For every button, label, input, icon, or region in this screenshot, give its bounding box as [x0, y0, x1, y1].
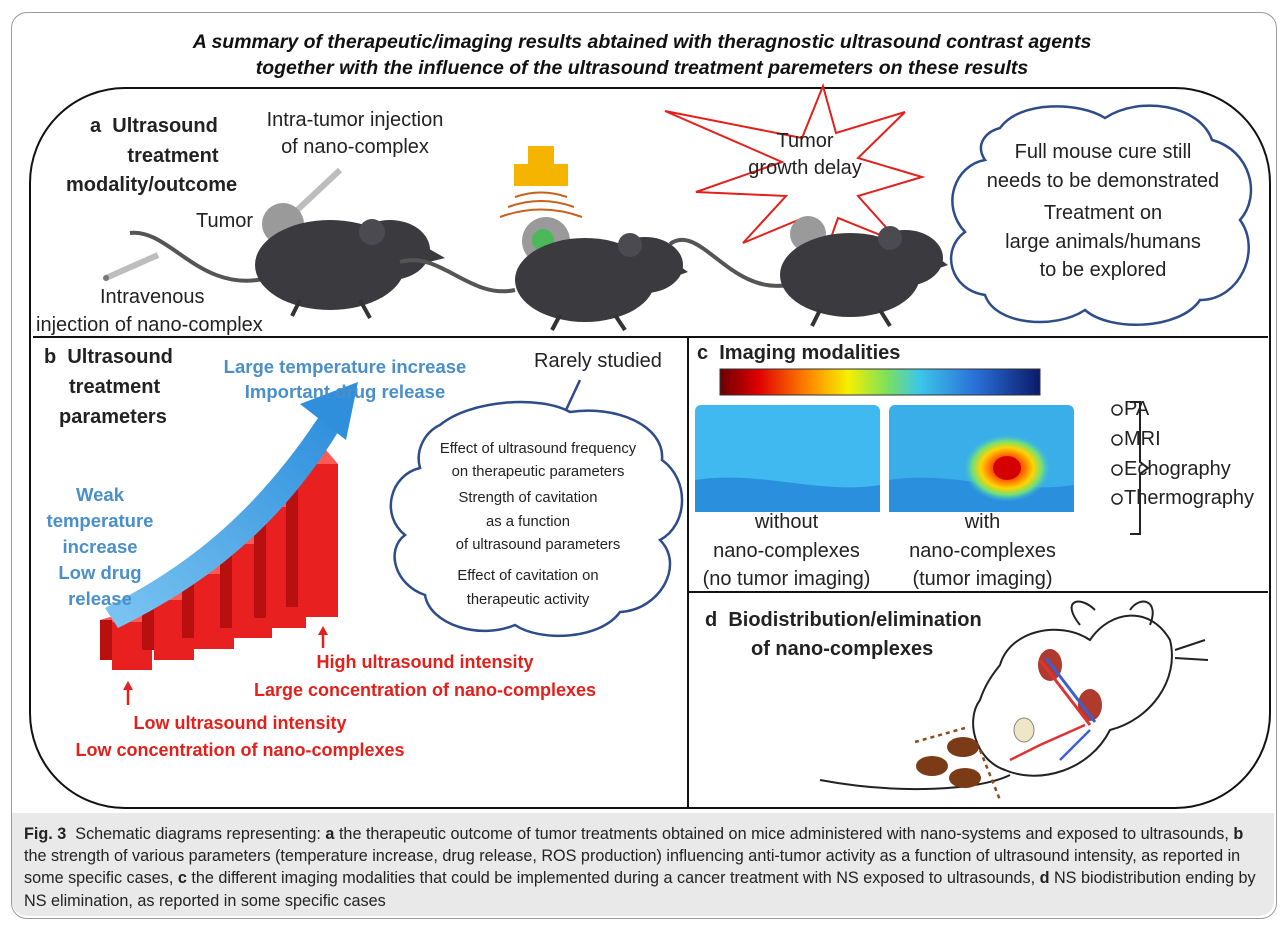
caption-intro: Schematic diagrams representing: — [75, 825, 321, 843]
weak-line5: release — [68, 588, 132, 609]
caption-a-text: the therapeutic outcome of tumor treatme… — [338, 825, 1229, 843]
panel-a-heading-line1: Ultrasound — [112, 115, 218, 137]
cloud-shape-a — [949, 104, 1253, 326]
caption-b-text: the strength of various parameters (temp… — [24, 847, 1241, 888]
caption-d-letter: d — [1039, 869, 1050, 888]
weak-line1: Weak — [76, 484, 124, 505]
caption-c-letter: c — [177, 869, 187, 888]
with-label-line2: nano-complexes — [909, 540, 1056, 562]
panel-a-heading-line3: modality/outcome — [66, 174, 238, 196]
panel-c-letter: c — [697, 342, 709, 364]
panel-d-letter: d — [705, 609, 718, 631]
cloud-a-line1: Full mouse cure still — [1014, 141, 1192, 163]
bullet-icon-3 — [1111, 464, 1123, 476]
intravenous-label-line2: injection of nano-complex — [36, 314, 263, 336]
caption-a-letter: a — [325, 825, 335, 843]
syringe-icon-intravenous — [103, 252, 160, 281]
large-increase-line1: Large temperature increase — [223, 356, 467, 377]
intratumor-label-line2: of nano-complex — [281, 136, 429, 158]
up-arrow-icon-low — [123, 681, 133, 705]
caption-d-text: NS biodistribution ending by NS eliminat… — [24, 869, 1256, 910]
weak-line3: increase — [62, 536, 138, 557]
up-arrow-icon-high — [318, 626, 328, 648]
modality-echography: Echography — [1124, 458, 1231, 480]
intravenous-label-line1: Intravenous — [100, 286, 205, 308]
bullet-icon-1 — [1111, 404, 1123, 416]
panel-b-heading-line2: treatment — [69, 376, 161, 398]
mouse-icon-3 — [668, 216, 948, 328]
feces-icon — [914, 726, 1002, 801]
starburst-label-line2: growth delay — [748, 157, 862, 179]
modality-thermography: Thermography — [1124, 487, 1255, 509]
color-scale-bar — [719, 368, 1041, 396]
panel-b-letter: b — [44, 346, 57, 368]
cloud-b-line6: Effect of cavitation on — [457, 568, 599, 584]
organs-icon — [1009, 649, 1102, 762]
rarely-studied-label: Rarely studied — [534, 350, 662, 372]
panel-b-heading: b Ultrasound — [44, 346, 173, 369]
modality-mri: MRI — [1124, 428, 1161, 450]
panel-a-letter: a — [90, 115, 102, 137]
panel-d-heading-line2: of nano-complexes — [751, 638, 934, 660]
cloud-a-line5: to be explored — [1039, 259, 1167, 281]
cloud-b-line3: Strength of cavitation — [458, 490, 598, 506]
cloud-b-line7: therapeutic activity — [466, 592, 590, 608]
mouse-outline-icon — [819, 600, 1209, 791]
bracket-shape — [1130, 401, 1150, 535]
mouse-icon-1 — [129, 203, 445, 319]
high-intensity-line2: Large concentration of nano-complexes — [253, 680, 597, 700]
cloud-shape-b — [389, 400, 684, 638]
cloud-pointer-b — [564, 379, 582, 411]
with-label-line1: with — [964, 511, 1001, 533]
cloud-b-line4: as a function — [486, 514, 570, 530]
bullet-icon-4 — [1111, 493, 1123, 505]
figure-caption: Fig. 3 Schematic diagrams representing: … — [24, 823, 1264, 912]
panel-b-heading-line3: parameters — [59, 406, 167, 428]
diagram-border — [29, 87, 1271, 809]
intratumor-label-line1: Intra-tumor injection — [266, 109, 444, 131]
transducer-icon — [499, 146, 583, 218]
low-intensity-line2: Low concentration of nano-complexes — [75, 740, 405, 760]
with-label-line3: (tumor imaging) — [912, 568, 1053, 590]
starburst-label-line1: Tumor — [776, 130, 834, 152]
high-intensity-line1: High ultrasound intensity — [316, 652, 534, 672]
thermal-image-with — [889, 405, 1074, 512]
caption-background — [12, 813, 1274, 916]
cloud-a-line2: needs to be demonstrated — [986, 170, 1220, 192]
low-intensity-line1: Low ultrasound intensity — [133, 713, 347, 733]
mouse-icon-2 — [399, 217, 688, 332]
large-increase-line2: Important drug release — [244, 381, 446, 402]
tumor-label: Tumor — [196, 210, 254, 232]
figure-title-line1: A summary of therapeutic/imaging results… — [192, 31, 1092, 53]
cloud-b-line2: on therapeutic parameters — [451, 464, 625, 480]
bullet-icon-2 — [1111, 434, 1123, 446]
panel-a-heading: a Ultrasound — [90, 115, 218, 138]
cloud-a-line4: large animals/humans — [1005, 231, 1201, 253]
panel-b-heading-line1: Ultrasound — [67, 346, 173, 368]
caption-fig-label: Fig. 3 — [24, 825, 67, 843]
panel-c-heading-text: Imaging modalities — [719, 342, 901, 364]
panel-d-heading: d Biodistribution/elimination — [705, 609, 982, 632]
trend-arrow-icon — [105, 382, 358, 628]
modality-pa: PA — [1124, 398, 1150, 420]
caption-c-text: the different imaging modalities that co… — [191, 869, 1036, 888]
without-label-line2: nano-complexes — [713, 540, 860, 562]
panel-c-heading: c Imaging modalities — [697, 342, 900, 365]
cloud-b-line1: Effect of ultrasound frequency — [439, 441, 637, 457]
panel-a-heading-line2: treatment — [127, 145, 219, 167]
caption-b-letter: b — [1233, 825, 1244, 843]
without-label-line1: without — [754, 511, 819, 533]
panel-d-heading-line1: Biodistribution/elimination — [728, 609, 982, 631]
thermal-image-without — [695, 405, 880, 512]
figure-title-line2: together with the influence of the ultra… — [255, 57, 1029, 79]
without-label-line3: (no tumor imaging) — [702, 568, 871, 590]
weak-line4: Low drug — [58, 562, 142, 583]
cloud-b-line5: of ultrasound parameters — [455, 537, 621, 553]
weak-line2: temperature — [46, 510, 154, 531]
cloud-a-line3: Treatment on — [1043, 202, 1163, 224]
